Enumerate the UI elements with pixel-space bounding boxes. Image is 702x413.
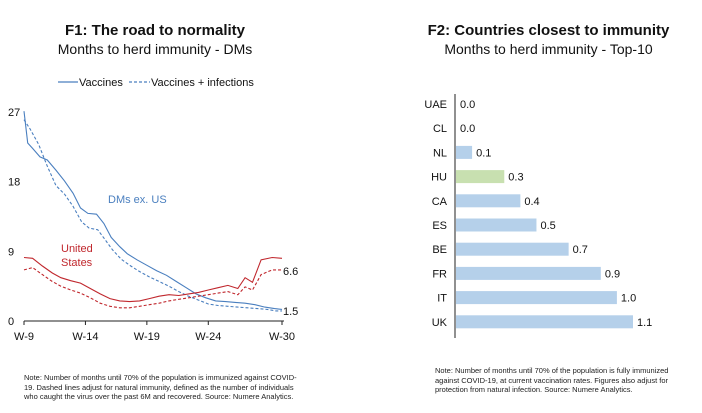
legend-label-vaccines-infections: Vaccines + infections	[151, 77, 254, 89]
bar-value-label: 0.7	[573, 244, 588, 256]
bar-category-label: CL	[433, 123, 447, 135]
bar-category-label: HU	[431, 172, 447, 184]
series-label-dms: DMs ex. US	[108, 194, 167, 206]
bar	[456, 194, 521, 208]
bar-value-label: 1.0	[621, 293, 636, 305]
end-value-us: 6.6	[283, 266, 298, 278]
series-line-solid-united-states	[23, 256, 283, 303]
bar-value-label: 0.4	[524, 196, 539, 208]
bar-category-label: BE	[432, 244, 447, 256]
legend: Vaccines Vaccines + infections	[58, 77, 254, 89]
bar-value-label: 0.0	[460, 99, 475, 111]
bar-value-label: 0.3	[508, 172, 523, 184]
legend-label-vaccines: Vaccines	[79, 77, 123, 89]
y-tick-label: 27	[8, 107, 20, 119]
y-tick-label: 9	[8, 246, 14, 258]
bar	[456, 291, 617, 305]
bar-category-label: UAE	[424, 99, 447, 111]
x-tick-label: W-19	[134, 331, 160, 343]
bar-value-label: 0.9	[605, 268, 620, 280]
x-tick-label: W-9	[14, 331, 34, 343]
bar-category-label: ES	[432, 220, 447, 232]
bar	[456, 266, 601, 280]
line-chart-svg: Vaccines Vaccines + infections 0 9 18 27 W-9 W-…	[8, 77, 298, 343]
series-label-us-line2: States	[61, 257, 93, 269]
bar-value-label: 0.5	[540, 220, 555, 232]
bar-category-label: IT	[437, 293, 447, 305]
bar-chart-panel: F2: Countries closest to immunity Months…	[395, 0, 702, 413]
bar	[456, 315, 633, 329]
bar	[456, 242, 569, 256]
bar-chart-note: Note: Number of months until 70% of the …	[435, 366, 669, 394]
bar	[456, 145, 473, 159]
series-label-us-line1: United	[61, 243, 93, 255]
bar-chart-subtitle: Months to herd immunity - Top-10	[444, 41, 653, 57]
bar	[456, 170, 505, 184]
x-tick-label: W-30	[269, 331, 295, 343]
bar	[456, 218, 537, 232]
x-tick-label: W-24	[195, 331, 221, 343]
series-line-dashed-dms-ex-us	[23, 119, 282, 312]
bar-value-label: 1.1	[637, 317, 652, 329]
y-tick-label: 18	[8, 177, 20, 189]
series-line-dashed-united-states	[23, 267, 282, 309]
bar-value-label: 0.1	[476, 147, 491, 159]
series-line-solid-dms-ex-us	[23, 111, 283, 310]
x-tick-label: W-14	[72, 331, 98, 343]
y-tick-label: 0	[8, 316, 14, 328]
end-value-dms: 1.5	[283, 306, 298, 318]
line-chart-title: F1: The road to normality	[64, 22, 245, 39]
bar-chart-svg: UAE 0.0 CL 0.0 NL 0.1 HU 0.3 CA 0.4 ES 0.5 BE 0.7 FR 0.…	[424, 94, 652, 338]
bar-value-label: 0.0	[460, 123, 475, 135]
bar-category-label: CA	[432, 196, 448, 208]
bar-category-label: UK	[432, 317, 448, 329]
bar-category-label: FR	[432, 268, 447, 280]
bar-chart-title: F2: Countries closest to immunity	[427, 22, 670, 39]
line-chart-panel: F1: The road to normality Months to herd…	[0, 0, 310, 413]
bar-category-label: NL	[433, 147, 447, 159]
line-chart-subtitle: Months to herd immunity - DMs	[57, 41, 253, 57]
line-chart-note: Note: Number of months until 70% of the …	[24, 373, 297, 401]
